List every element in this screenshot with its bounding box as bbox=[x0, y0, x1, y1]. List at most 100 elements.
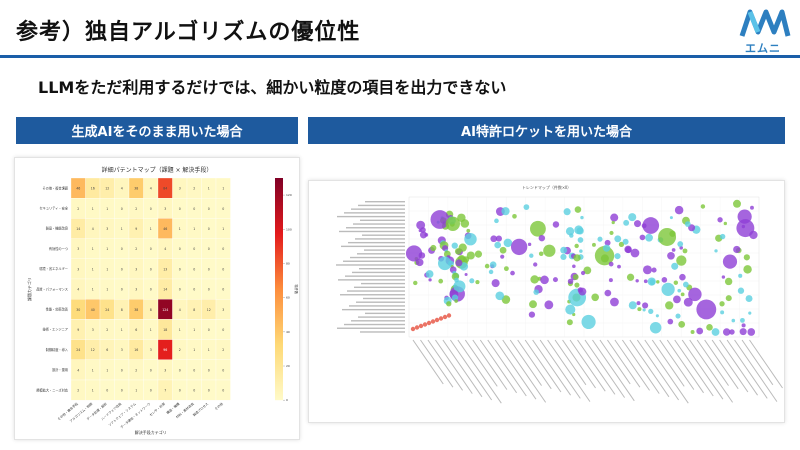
bubble-point bbox=[438, 278, 444, 284]
heatmap-cell-value: 1 bbox=[92, 267, 94, 271]
bubble-point bbox=[442, 314, 448, 320]
heatmap-cell-value: 2 bbox=[179, 348, 181, 352]
bubble-xlabel-line bbox=[704, 339, 739, 390]
heatmap-cell-value: 0 bbox=[193, 267, 195, 271]
bubble-ylabel-line bbox=[346, 227, 405, 229]
heatmap-cell-value: 12 bbox=[91, 348, 95, 352]
bubble-point bbox=[722, 328, 731, 336]
bubble-point bbox=[604, 239, 611, 246]
bubble-point bbox=[674, 205, 684, 215]
bubble-xlabel-line bbox=[592, 339, 635, 402]
heatmap-cell-value: 46 bbox=[163, 227, 167, 231]
bubble-point bbox=[671, 262, 679, 270]
bubble-point bbox=[424, 233, 429, 237]
heatmap-cell-value: 14 bbox=[76, 227, 80, 231]
heatmap-cell-value: 0 bbox=[193, 389, 195, 393]
bubble-point bbox=[739, 328, 747, 336]
heatmap-cell-value: 0 bbox=[222, 207, 224, 211]
bubble-ylabel-line bbox=[363, 297, 405, 300]
bubble-point bbox=[721, 275, 726, 279]
heatmap-cell-value: 1 bbox=[193, 348, 195, 352]
bubble-point bbox=[591, 293, 599, 302]
bubble-point bbox=[602, 244, 611, 252]
heatmap-xlabel: 解決手段カテゴリ bbox=[135, 429, 167, 435]
bubble-ylabel-line bbox=[354, 286, 405, 289]
heatmap-row-label: 技術・エンジニア bbox=[43, 327, 69, 332]
bubble-xlabel-line bbox=[442, 339, 483, 398]
heatmap-cell-value: 9 bbox=[135, 227, 137, 231]
colorbar-tick-label: 100 bbox=[286, 227, 292, 231]
bubble-ylabel-line bbox=[351, 208, 405, 210]
colorbar-tick-label: 60 bbox=[286, 296, 290, 300]
bubble-chart bbox=[336, 196, 783, 404]
heatmap-cell-value: 0 bbox=[150, 368, 152, 372]
heatmap-cell-value: 84 bbox=[163, 187, 167, 191]
bubble-point bbox=[430, 319, 436, 324]
bubble-point bbox=[617, 264, 621, 269]
bubble-point bbox=[552, 277, 558, 283]
heatmap-cell-value: 38 bbox=[134, 187, 138, 191]
bubble-point bbox=[656, 280, 660, 284]
bubble-ylabel-line bbox=[364, 249, 405, 251]
heatmap-cell-value: 1 bbox=[92, 207, 94, 211]
bubble-card: トレンドマップ（件数×Ⅱ） bbox=[308, 180, 785, 423]
heatmap-colorbar bbox=[275, 178, 283, 401]
bubble-point bbox=[733, 199, 741, 208]
logo-text: エムニ bbox=[745, 42, 781, 55]
heatmap-cell-value: 0 bbox=[121, 288, 123, 292]
bubble-point bbox=[630, 248, 640, 258]
bubble-point bbox=[618, 241, 625, 248]
heatmap-cell-value: 0 bbox=[222, 247, 224, 251]
heatmap-ylabel: 課題カテゴリ bbox=[26, 277, 32, 301]
bubble-point bbox=[658, 227, 677, 246]
heatmap-cell-value: 8 bbox=[193, 308, 195, 312]
bubble-point bbox=[426, 320, 432, 326]
bubble-point bbox=[717, 217, 723, 223]
bubble-point bbox=[577, 237, 584, 243]
bubble-point bbox=[446, 301, 452, 307]
heatmap-cell-value: 6 bbox=[135, 328, 137, 332]
bubble-ylabel-line bbox=[344, 212, 405, 214]
bubble-point bbox=[580, 270, 586, 276]
bubble-point bbox=[651, 267, 657, 273]
emuni-logo-icon bbox=[739, 9, 791, 37]
bubble-xlabel-line bbox=[427, 339, 464, 391]
heatmap-cell-value: 0 bbox=[121, 368, 123, 372]
bubble-point bbox=[563, 208, 571, 216]
bubble-ylabel-line bbox=[338, 279, 405, 281]
bubble-point bbox=[647, 277, 656, 286]
heatmap-cell-value: 12 bbox=[207, 308, 211, 312]
bubble-xlabel-line bbox=[532, 339, 572, 396]
heatmap-cell-value: 1 bbox=[150, 328, 152, 332]
heatmap-cell-value: 0 bbox=[208, 368, 210, 372]
bubble-point bbox=[642, 217, 660, 234]
bubble-xlabel-line bbox=[749, 339, 783, 389]
bubble-point bbox=[628, 301, 637, 310]
bubble-point bbox=[623, 219, 630, 226]
bubble-ylabel-line bbox=[340, 294, 405, 296]
heatmap-cell-value: 3 bbox=[77, 267, 79, 271]
bubble-ylabel-line bbox=[348, 241, 405, 244]
heatmap-cell-value: 13 bbox=[163, 267, 167, 271]
heatmap-cell-value: 3 bbox=[164, 368, 166, 372]
heatmap-cell bbox=[215, 379, 231, 401]
bubble-point bbox=[642, 265, 652, 275]
bubble-point bbox=[538, 234, 546, 242]
bubble-xlabel-line bbox=[524, 339, 562, 393]
bubble-point bbox=[614, 235, 622, 243]
bubble-ylabel-line bbox=[337, 215, 405, 218]
heatmap-cell-value: 0 bbox=[121, 267, 123, 271]
bubble-point bbox=[579, 249, 583, 253]
bubble-point bbox=[676, 255, 687, 266]
bubble-point bbox=[446, 313, 452, 318]
bubble-point bbox=[533, 289, 539, 295]
bubble-point bbox=[572, 264, 576, 269]
bubble-point bbox=[510, 238, 528, 256]
bubble-ylabel-line bbox=[342, 308, 405, 311]
bubble-xlabel-line bbox=[636, 339, 680, 401]
bubble-ylabel-line bbox=[339, 230, 405, 233]
heatmap-cell-value: 46 bbox=[76, 187, 80, 191]
heatmap-cell-value: 18 bbox=[163, 328, 167, 332]
bubble-point bbox=[422, 322, 428, 327]
bubble-point bbox=[538, 251, 544, 256]
